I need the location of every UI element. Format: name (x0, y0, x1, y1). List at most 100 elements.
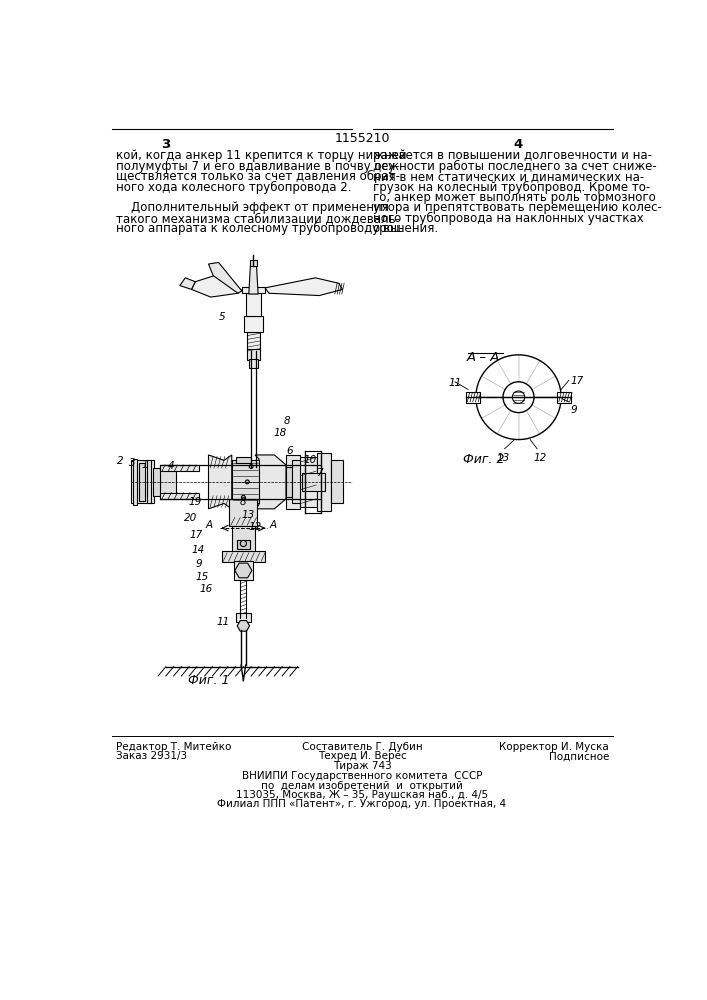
Text: 1155210: 1155210 (334, 132, 390, 145)
Text: Техред И. Верес: Техред И. Верес (317, 751, 407, 761)
Text: 12: 12 (249, 522, 262, 532)
Text: Корректор И. Муска: Корректор И. Муска (499, 742, 609, 752)
Bar (286, 466, 292, 497)
Text: А – А: А – А (467, 351, 501, 364)
Bar (232, 526, 255, 553)
Bar (160, 465, 176, 499)
Text: Тираж 743: Тираж 743 (332, 761, 392, 771)
Bar (466, 392, 480, 403)
Bar (247, 349, 259, 360)
Text: 16: 16 (199, 584, 212, 594)
Text: Заказ 2931/3: Заказ 2931/3 (115, 751, 187, 761)
Circle shape (503, 382, 534, 413)
Bar (237, 540, 250, 549)
Bar (317, 453, 331, 511)
Text: 2: 2 (117, 456, 124, 466)
Text: 13: 13 (497, 453, 510, 463)
Text: 113035, Москва, Ж – 35, Раушская наб., д. 4/5: 113035, Москва, Ж – 35, Раушская наб., д… (236, 790, 488, 800)
Bar (132, 459, 137, 505)
Polygon shape (255, 455, 286, 509)
Text: 15: 15 (195, 572, 209, 582)
Bar (146, 460, 151, 503)
Polygon shape (237, 621, 250, 631)
Circle shape (240, 540, 247, 547)
Bar (244, 316, 263, 332)
Bar (292, 460, 301, 503)
Polygon shape (192, 276, 242, 297)
Text: по  делам изобретений  и  открытий: по делам изобретений и открытий (261, 781, 463, 791)
Text: 9: 9 (571, 405, 577, 415)
Bar (160, 465, 199, 471)
Circle shape (513, 391, 525, 403)
Text: 1: 1 (141, 460, 148, 470)
Text: 17: 17 (571, 376, 584, 386)
Text: 13: 13 (241, 510, 255, 520)
Text: ного хода колесного трубопровода 2.: ного хода колесного трубопровода 2. (115, 180, 351, 194)
Text: 12: 12 (534, 453, 547, 463)
Bar (331, 460, 343, 503)
Bar (160, 493, 199, 499)
Text: полумуфты 7 и его вдавливание в почву осу-: полумуфты 7 и его вдавливание в почву ос… (115, 160, 399, 173)
Text: 10: 10 (304, 455, 317, 465)
Text: 6: 6 (287, 446, 293, 456)
Text: орошения.: орошения. (373, 222, 439, 235)
Bar (230, 499, 257, 526)
Text: упора и препятствовать перемещению колес-: упора и препятствовать перемещению колес… (373, 201, 662, 214)
Text: Филиал ППП «Патент», г. Ужгород, ул. Проектная, 4: Филиал ППП «Патент», г. Ужгород, ул. Про… (217, 799, 506, 809)
Polygon shape (209, 455, 232, 509)
Text: 20: 20 (184, 513, 197, 523)
Bar (139, 463, 145, 501)
Bar (234, 561, 252, 580)
Text: Редактор Т. Митейко: Редактор Т. Митейко (115, 742, 231, 752)
Bar (222, 551, 265, 562)
Text: 11: 11 (449, 378, 462, 388)
Text: 7: 7 (316, 468, 323, 478)
Bar (300, 457, 317, 507)
Text: ного трубопровода на наклонных участках: ного трубопровода на наклонных участках (373, 212, 643, 225)
Text: 17: 17 (189, 530, 202, 540)
Bar (247, 332, 259, 351)
Bar (301, 473, 325, 491)
Text: го, анкер может выполнять роль тормозного: го, анкер может выполнять роль тормозног… (373, 191, 655, 204)
Text: 3: 3 (161, 138, 170, 151)
Polygon shape (249, 260, 258, 294)
Text: ного аппарата к колесному трубопроводу вы-: ного аппарата к колесному трубопроводу в… (115, 222, 403, 235)
Text: грузок на колесный трубопровод. Кроме то-: грузок на колесный трубопровод. Кроме то… (373, 180, 650, 194)
Text: 9: 9 (195, 559, 202, 569)
Text: 11: 11 (216, 617, 230, 627)
Text: 8: 8 (240, 497, 246, 507)
Bar (286, 455, 300, 509)
Text: дежности работы последнего за счет сниже-: дежности работы последнего за счет сниже… (373, 160, 657, 173)
Polygon shape (235, 563, 252, 578)
Text: Дополнительный эффект от применения: Дополнительный эффект от применения (115, 201, 388, 214)
Text: 4: 4 (168, 461, 175, 471)
Text: A: A (206, 520, 213, 530)
Bar (557, 392, 571, 403)
Bar (131, 460, 154, 503)
Bar (249, 359, 258, 368)
Text: 5: 5 (218, 312, 226, 322)
Text: Фиг. 1: Фиг. 1 (188, 674, 229, 687)
Bar (246, 293, 261, 316)
Bar (235, 613, 251, 622)
Text: 8: 8 (284, 416, 291, 426)
Circle shape (245, 480, 249, 484)
Text: Составитель Г. Дубин: Составитель Г. Дубин (302, 742, 422, 752)
Polygon shape (209, 262, 242, 293)
Text: Подписное: Подписное (549, 751, 609, 761)
Bar (250, 260, 257, 266)
Bar (242, 287, 265, 293)
Text: 18: 18 (274, 428, 287, 438)
Bar (232, 460, 259, 503)
Text: 3: 3 (129, 458, 136, 468)
Text: 4: 4 (514, 138, 523, 151)
Text: ния в нем статических и динамических на-: ния в нем статических и динамических на- (373, 170, 644, 183)
Bar (235, 457, 251, 463)
Bar (153, 468, 162, 496)
Text: ражается в повышении долговечности и на-: ражается в повышении долговечности и на- (373, 149, 652, 162)
Text: такого механизма стабилизации дождеваль-: такого механизма стабилизации дождеваль- (115, 212, 399, 225)
Text: 14: 14 (192, 545, 205, 555)
Text: ВНИИПИ Государственного комитета  СССР: ВНИИПИ Государственного комитета СССР (242, 771, 482, 781)
Text: ществляется только за счет давления обрат-: ществляется только за счет давления обра… (115, 170, 399, 183)
Polygon shape (180, 278, 195, 289)
